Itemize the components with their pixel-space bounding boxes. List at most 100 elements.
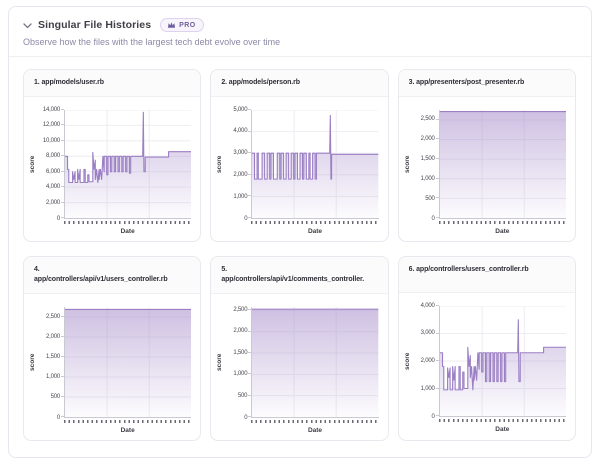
x-axis-label: Date [495, 425, 510, 433]
chart-card-1: 1. app/models/user.rb score 0 2,000 4,000 6… [23, 69, 202, 242]
y-tick-label: 8,000 [45, 153, 60, 160]
plot-area [61, 109, 192, 219]
chart-title-line: 3. app/presenters/post_presenter.rb [408, 79, 525, 86]
chart: score 0 500 1,000 1,500 2,000 2,500 Date [211, 294, 387, 440]
x-axis-tick-labels [64, 220, 192, 224]
chart-title-line: 6. app/controllers/users_controller.rb [408, 265, 529, 273]
y-tick-label: 2,000 [45, 199, 60, 206]
section-title: Singular File Histories [38, 19, 152, 31]
chart: score 0 500 1,000 1,500 2,000 2,500 Date [399, 97, 575, 241]
plot-column: Date [435, 109, 566, 235]
y-tick-mark [248, 217, 252, 218]
x-axis-label: Date [120, 227, 135, 235]
y-tick-mark [61, 170, 64, 172]
y-tick-mark [435, 197, 439, 199]
y-tick-label: 2,500 [420, 116, 435, 123]
y-tick-mark [435, 138, 439, 140]
singular-file-histories-panel: Singular File Histories PRO Observe how … [8, 6, 592, 458]
y-tick-mark [61, 416, 64, 417]
y-tick-mark [61, 155, 64, 157]
y-tick-label: 4,000 [45, 184, 60, 191]
y-tick-mark [248, 109, 252, 110]
plot-column: Date [248, 306, 379, 434]
chart: score 0 1,000 2,000 3,000 4,000 Date [399, 293, 575, 439]
chart-svg [439, 306, 566, 416]
y-tick-mark [61, 217, 64, 218]
plot-column: Date [435, 305, 566, 433]
y-tick-mark [248, 173, 252, 175]
area-series [65, 111, 192, 218]
y-tick-label: 0 [431, 413, 435, 420]
chart-svg [439, 110, 566, 218]
y-tick-label: 6,000 [45, 168, 60, 175]
chevron-down-icon [23, 22, 32, 28]
y-tick-label: 3,000 [233, 150, 248, 157]
line-series [65, 112, 191, 182]
chart-title: 1. app/models/user.rb [24, 70, 201, 97]
x-axis-tick-labels [251, 220, 379, 224]
chart-card-6: 6. app/controllers/users_controller.rb s… [397, 255, 576, 441]
y-tick-label: 2,000 [420, 136, 435, 143]
x-axis-tick-labels [251, 419, 379, 423]
chart-card-3: 3. app/presenters/post_presenter.rb scor… [397, 69, 576, 242]
y-tick-label: 500 [50, 394, 61, 401]
y-tick-label: 4,000 [420, 302, 435, 309]
y-tick-mark [248, 309, 252, 311]
chart-title: 6. app/controllers/users_controller.rb [398, 256, 575, 293]
area-series [252, 308, 379, 417]
y-tick-mark [435, 387, 439, 389]
y-axis-ticks: 0 1,000 2,000 3,000 4,000 [412, 302, 439, 420]
chart-card-4: 4. app/controllers/api/v1/users_controlle… [23, 255, 202, 441]
chart-card-5: 5. app/controllers/api/v1/comments_contro… [210, 255, 389, 441]
y-tick-mark [61, 376, 64, 378]
section-toggle[interactable]: Singular File Histories PRO [23, 18, 575, 32]
y-axis-ticks: 0 2,000 4,000 6,000 8,000 10,000 12,000 14,000 [37, 107, 64, 222]
y-tick-mark [435, 158, 439, 160]
y-tick-mark [248, 352, 252, 354]
y-axis-ticks: 0 500 1,000 1,500 2,000 2,500 [37, 307, 64, 421]
y-tick-label: 1,500 [420, 156, 435, 163]
chart-title-line: app/controllers/api/v1/users_controller.… [34, 276, 168, 283]
y-tick-label: 4,000 [233, 128, 248, 135]
y-tick-label: 2,000 [233, 328, 248, 335]
x-axis-tick-labels [438, 220, 566, 224]
x-axis-label: Date [307, 227, 323, 235]
y-tick-mark [61, 124, 64, 126]
plot-column: Date [61, 109, 192, 235]
chart: score 0 1,000 2,000 3,000 4,000 5,000 Date [211, 97, 387, 241]
y-tick-label: 0 [244, 215, 248, 222]
y-axis-label: score [216, 155, 224, 173]
chart-title-line: 5. [221, 265, 227, 273]
chart-title-line: 2. app/models/person.rb [221, 79, 300, 86]
line-series [440, 319, 566, 389]
y-tick-label: 1,000 [420, 175, 435, 182]
y-tick-mark [248, 330, 252, 332]
y-axis-ticks: 0 500 1,000 1,500 2,000 2,500 [412, 110, 439, 221]
y-tick-mark [61, 139, 64, 141]
y-tick-mark [61, 316, 64, 317]
y-tick-label: 1,000 [233, 371, 248, 378]
y-tick-label: 2,000 [420, 358, 435, 364]
charts-grid: 1. app/models/user.rb score 0 2,000 4,000 6… [9, 57, 591, 455]
y-tick-mark [61, 109, 64, 110]
pro-badge-label: PRO [179, 21, 196, 29]
plot-area [435, 109, 566, 219]
y-tick-label: 2,500 [233, 306, 248, 313]
chart-title: 5. app/controllers/api/v1/comments_contro… [211, 256, 388, 294]
area-series [439, 111, 566, 218]
y-axis-ticks: 0 500 1,000 1,500 2,000 2,500 [224, 306, 251, 421]
chart: score 0 500 1,000 1,500 2,000 2,500 Date [24, 294, 200, 440]
plot-area [435, 305, 566, 417]
y-tick-label: 0 [56, 215, 60, 222]
chart-title: 4. app/controllers/api/v1/users_controlle… [24, 256, 201, 294]
plot-area [248, 306, 379, 418]
y-tick-label: 1,000 [45, 374, 60, 381]
chart-title-line: 4. [34, 265, 40, 273]
chart-card-2: 2. app/models/person.rb score 0 1,000 2,00… [210, 69, 389, 242]
y-tick-mark [248, 373, 252, 375]
y-tick-mark [248, 195, 252, 197]
y-tick-label: 10,000 [42, 137, 60, 144]
y-axis-label: score [403, 155, 411, 173]
y-tick-label: 5,000 [233, 106, 248, 113]
x-axis-label: Date [120, 426, 135, 434]
